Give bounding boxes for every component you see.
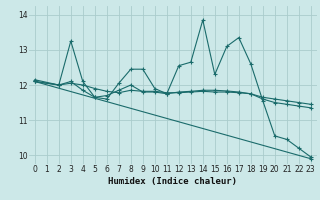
X-axis label: Humidex (Indice chaleur): Humidex (Indice chaleur) — [108, 177, 237, 186]
